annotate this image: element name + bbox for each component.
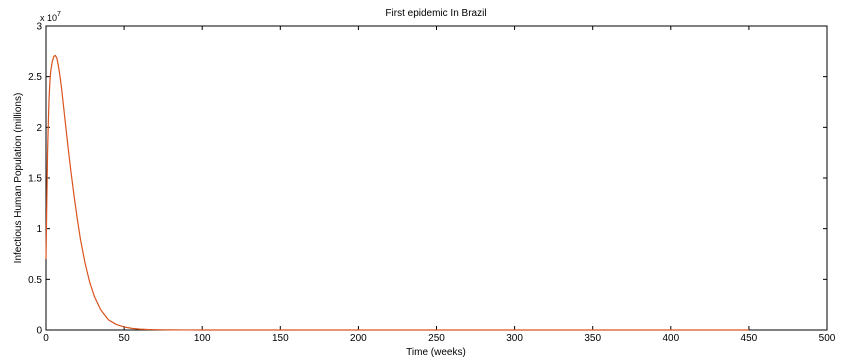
y-tick-label: 0 (36, 326, 42, 337)
x-tick-label: 250 (428, 333, 445, 344)
y-tick-label: 1 (36, 224, 42, 235)
plot-area (45, 25, 828, 331)
y-exponent-power: 7 (57, 11, 61, 18)
x-tick-label: 200 (350, 333, 367, 344)
y-tick-label: 1.5 (28, 174, 42, 185)
x-tick-label: 350 (584, 333, 601, 344)
x-tick-label: 100 (194, 333, 211, 344)
x-axis-ticks: 0 50 100 150 200 250 300 350 400 450 500 (43, 26, 836, 344)
series-line (45, 54, 749, 331)
y-tick-label: 2 (36, 123, 42, 134)
x-tick-label: 400 (662, 333, 679, 344)
x-tick-label: 150 (272, 333, 289, 344)
x-tick-label: 300 (506, 333, 523, 344)
x-tick-label: 450 (741, 333, 758, 344)
y-tick-label: 0.5 (28, 275, 42, 286)
y-axis-title: Infectious Human Population (millions) (13, 93, 24, 264)
x-tick-label: 0 (43, 333, 49, 344)
y-exponent-label: x 107 (40, 11, 61, 23)
x-tick-label: 50 (119, 333, 131, 344)
y-exponent-base: x 10 (40, 13, 57, 23)
y-tick-label: 3 (36, 22, 42, 33)
x-tick-label: 500 (819, 333, 836, 344)
y-tick-label: 2.5 (28, 72, 42, 83)
series-layer (45, 54, 749, 331)
x-axis-title: Time (weeks) (406, 347, 466, 358)
chart-title: First epidemic In Brazil (385, 8, 486, 19)
y-axis-ticks: 0 0.5 1 1.5 2 2.5 3 (28, 22, 827, 337)
